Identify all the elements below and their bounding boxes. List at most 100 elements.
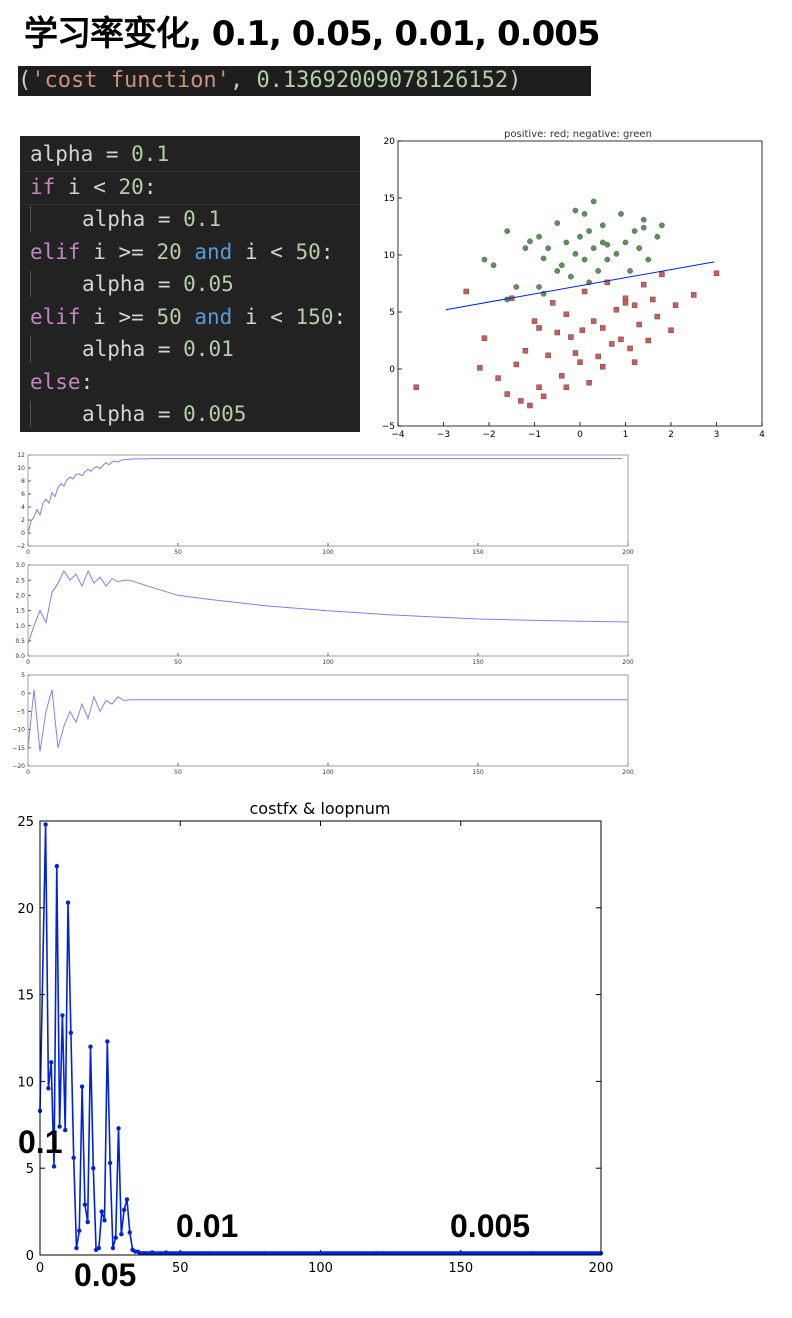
- cost-point: [77, 1228, 82, 1233]
- x-tick-label: −1: [528, 430, 541, 440]
- positive-point: [631, 359, 638, 365]
- positive-point: [672, 302, 679, 308]
- indent-guide: [30, 336, 31, 362]
- weight-series-line: [27, 689, 628, 752]
- positive-point: [631, 302, 638, 308]
- y-tick-label: 2.5: [15, 577, 25, 584]
- positive-point: [545, 352, 551, 359]
- page-title: 学习率变化, 0.1, 0.05, 0.01, 0.005: [24, 14, 601, 54]
- y-tick-label: 0: [21, 530, 25, 537]
- negative-point: [581, 256, 588, 263]
- negative-point: [568, 273, 574, 280]
- code-text: alpha =: [82, 402, 184, 426]
- x-tick-label: 200: [622, 659, 634, 666]
- annotation-lr-0.005: 0.005: [450, 1208, 530, 1244]
- code-line-8: else:: [30, 367, 93, 397]
- y-tick-label: −2: [16, 543, 25, 550]
- y-tick-label: 6: [21, 491, 25, 498]
- indent-guide: [30, 401, 31, 427]
- y-tick-label: −5: [16, 709, 25, 716]
- y-tick-label: 12: [17, 452, 25, 459]
- negative-point: [636, 245, 643, 252]
- x-tick-label: 100: [322, 549, 334, 556]
- positive-point: [518, 398, 524, 404]
- cost-point: [60, 1013, 65, 1018]
- negative-point: [504, 228, 511, 234]
- y-tick-label: 0: [26, 1249, 34, 1264]
- x-tick-label: 200: [622, 769, 634, 776]
- negative-point: [640, 216, 647, 223]
- y-tick-label: 10: [384, 251, 396, 261]
- y-tick-label: 5: [21, 672, 25, 679]
- code-operator: and: [181, 305, 233, 329]
- negative-point: [581, 211, 588, 217]
- code-line-5: alpha = 0.05: [30, 269, 234, 299]
- x-tick-label: 50: [174, 549, 182, 556]
- y-tick-label: 0.5: [15, 638, 25, 645]
- negative-point: [599, 239, 606, 246]
- y-tick-label: 1.5: [15, 608, 25, 615]
- code-line-4: elif i >= 20 and i < 50:: [30, 237, 333, 267]
- weight-frame-2: [27, 674, 629, 767]
- code-text: alpha =: [82, 272, 184, 296]
- cost-point: [127, 1230, 132, 1235]
- y-tick-label: −10: [12, 727, 25, 734]
- x-tick-label: 100: [308, 1261, 333, 1276]
- negative-point: [540, 255, 547, 262]
- positive-point: [640, 281, 647, 288]
- negative-point: [604, 256, 611, 263]
- positive-point: [481, 335, 488, 341]
- cost-point: [74, 1245, 79, 1251]
- code-keyword: elif: [30, 240, 81, 264]
- x-tick-label: 1: [623, 430, 629, 440]
- y-tick-label: 3.0: [15, 562, 25, 569]
- code-text: :: [320, 240, 334, 264]
- positive-point: [668, 327, 674, 333]
- cost-series-line: [39, 824, 601, 1255]
- cost-point: [79, 1084, 85, 1089]
- code-text: i <: [232, 305, 296, 329]
- code-text: alpha =: [82, 337, 184, 361]
- code-text: i >=: [80, 240, 157, 264]
- y-tick-label: 20: [17, 902, 34, 917]
- positive-point: [713, 270, 720, 276]
- cost-point: [116, 1126, 121, 1131]
- cost-point: [82, 1202, 88, 1207]
- cost-point: [96, 1245, 102, 1251]
- cost-point: [102, 1218, 107, 1223]
- y-tick-label: 10: [17, 465, 25, 472]
- code-number: 0.1: [183, 207, 222, 231]
- weight-frame-0: [27, 454, 629, 547]
- x-tick-label: 150: [472, 549, 484, 556]
- positive-point: [590, 318, 597, 324]
- positive-point: [622, 295, 629, 302]
- negative-point: [536, 233, 542, 240]
- positive-point: [586, 379, 592, 386]
- positive-point: [563, 311, 570, 318]
- x-tick-label: −4: [391, 430, 405, 440]
- cost-label: 'cost function': [31, 68, 230, 93]
- cost-point: [43, 822, 48, 827]
- x-tick-label: 200: [589, 1261, 614, 1276]
- cost-chart: costfx & loopnum 0 50 100 150 2000510152025 …: [17, 799, 613, 1293]
- positive-point: [527, 402, 533, 409]
- positive-point: [595, 353, 601, 360]
- positive-point: [531, 318, 538, 324]
- positive-point: [572, 350, 579, 356]
- x-tick-label: 100: [322, 769, 334, 776]
- negative-point: [545, 245, 552, 252]
- code-text: :: [333, 305, 347, 329]
- negative-point: [572, 251, 579, 257]
- positive-point: [650, 296, 656, 303]
- positive-point: [568, 334, 574, 340]
- negative-point: [590, 198, 597, 205]
- x-tick-label: 2: [668, 430, 674, 440]
- cost-point: [68, 1030, 74, 1035]
- negative-point: [604, 241, 611, 248]
- code-text: i >=: [80, 305, 157, 329]
- y-tick-label: 0: [21, 690, 25, 697]
- positive-point: [636, 321, 642, 328]
- code-keyword: if: [30, 175, 56, 199]
- negative-point: [631, 228, 638, 234]
